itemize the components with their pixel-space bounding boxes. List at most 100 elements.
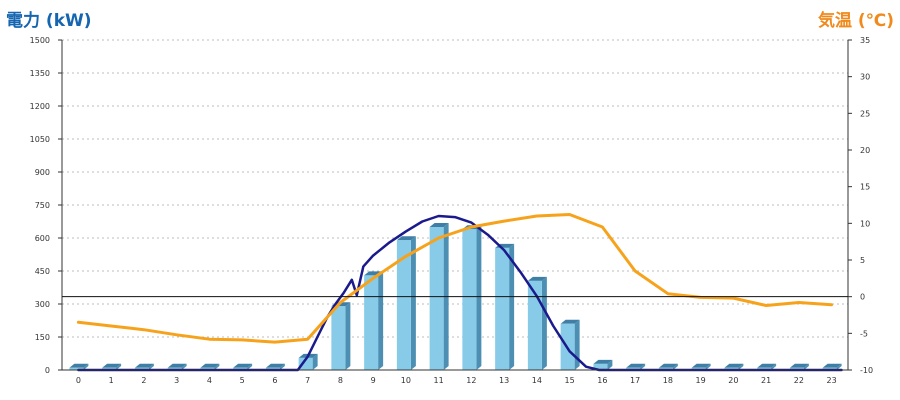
bar-top (69, 363, 89, 368)
bar-front (69, 367, 84, 370)
x-tick-label: 12 (466, 376, 476, 385)
bar-side (345, 302, 351, 370)
bar-side (312, 353, 318, 370)
bar-front (462, 229, 477, 370)
bar-top (396, 236, 416, 241)
left-axis-title: 電力 (kW) (6, 11, 92, 31)
bar-front (495, 247, 510, 370)
bar-top (429, 223, 449, 227)
bar-top (102, 363, 122, 368)
bar-side (672, 363, 678, 370)
grid-layer (62, 39, 848, 338)
bar-top (265, 363, 285, 368)
left-tick-label: 1350 (30, 69, 50, 78)
bar (560, 319, 580, 370)
bar-top (691, 363, 711, 368)
x-tick-label: 3 (174, 376, 179, 385)
bar (462, 225, 482, 370)
bar-top (200, 363, 220, 368)
bar-top (527, 276, 547, 281)
bar-side (607, 359, 613, 370)
bar-top (757, 363, 777, 368)
bar-top (593, 359, 613, 364)
left-tick-label: 600 (35, 234, 50, 243)
left-tick-label: 1200 (30, 102, 50, 111)
left-tick-label: 150 (35, 333, 50, 342)
x-tick-label: 21 (761, 376, 771, 385)
x-tick-label: 4 (207, 376, 212, 385)
bar-side (148, 363, 154, 370)
left-tick-label: 1500 (30, 36, 50, 45)
bar-top (789, 363, 809, 368)
right-tick-label: 35 (860, 36, 870, 45)
right-tick-label: 5 (860, 256, 865, 265)
left-tick-label: 1050 (30, 135, 50, 144)
bar (364, 271, 384, 370)
bar-top (626, 363, 646, 368)
x-tick-label: 17 (630, 376, 640, 385)
right-tick-label: 0 (860, 293, 865, 302)
x-tick-label: 7 (305, 376, 310, 385)
bar-front (331, 306, 346, 370)
bar-side (247, 363, 253, 370)
bar-side (410, 236, 416, 370)
bar (396, 236, 416, 370)
x-tick-label: 10 (401, 376, 411, 385)
x-tick-label: 2 (141, 376, 146, 385)
bar (331, 302, 351, 370)
x-tick-label: 0 (76, 376, 81, 385)
bar-side (640, 363, 646, 370)
bar-side (214, 363, 220, 370)
x-tick-label: 22 (794, 376, 804, 385)
right-tick-label: 30 (860, 73, 870, 82)
x-tick-label: 8 (338, 376, 343, 385)
x-tick-label: 13 (499, 376, 509, 385)
bar (495, 243, 515, 370)
bar-front (298, 357, 313, 370)
bar-front (593, 363, 608, 370)
right-tick-label: -10 (860, 366, 873, 375)
bar-top (560, 319, 580, 324)
left-tick-label: 750 (35, 201, 50, 210)
x-tick-label: 15 (565, 376, 575, 385)
right-tick-label: 10 (860, 219, 870, 228)
bar-top (822, 363, 842, 368)
right-tick-label: 20 (860, 146, 870, 155)
bar-side (476, 225, 482, 370)
bar-side (541, 276, 547, 370)
x-tick-label: 14 (532, 376, 542, 385)
right-tick-label: -5 (860, 329, 868, 338)
left-tick-label: 900 (35, 168, 50, 177)
x-tick-label: 5 (240, 376, 245, 385)
bar (298, 353, 318, 370)
bar-side (116, 363, 122, 370)
left-tick-label: 300 (35, 300, 50, 309)
x-tick-label: 1 (109, 376, 114, 385)
x-tick-label: 11 (434, 376, 444, 385)
bar (527, 276, 547, 370)
bar-side (574, 319, 580, 370)
bar-side (705, 363, 711, 370)
bar (69, 363, 89, 370)
right-tick-label: 15 (860, 183, 870, 192)
bar-front (396, 240, 411, 370)
x-tick-label: 18 (663, 376, 673, 385)
bar (593, 359, 613, 370)
left-tick-label: 0 (45, 366, 50, 375)
bar-top (134, 363, 154, 368)
bar-side (378, 271, 384, 370)
line-layer (76, 213, 843, 372)
bar-front (429, 227, 444, 370)
bar-side (279, 363, 285, 370)
bar-side (738, 363, 744, 370)
bar-side (181, 363, 187, 370)
left-tick-label: 450 (35, 267, 50, 276)
right-axis-title: 気温 (℃) (817, 11, 894, 31)
x-tick-label: 6 (272, 376, 277, 385)
bar-side (771, 363, 777, 370)
x-tick-label: 19 (696, 376, 706, 385)
bar-front (364, 275, 379, 370)
x-tick-label: 20 (728, 376, 738, 385)
bar-top (167, 363, 187, 368)
